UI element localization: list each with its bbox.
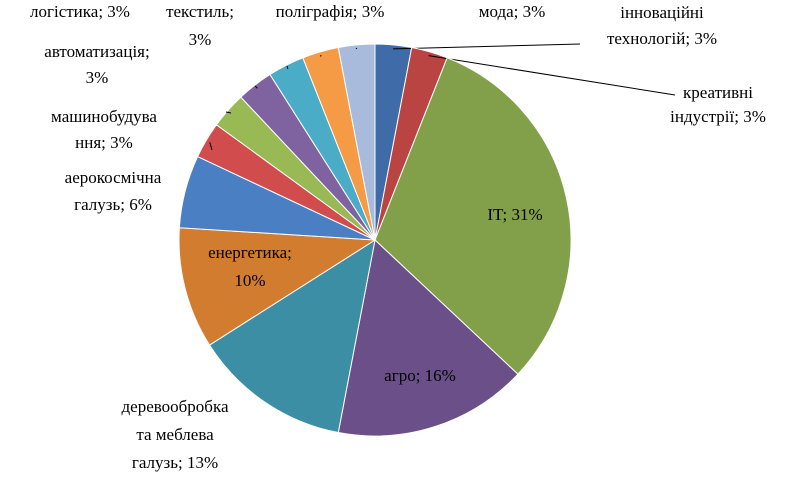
data-label: поліграфія; 3% [276,2,385,21]
label-line: аерокосмічна [65,168,162,187]
label-line: індустрії; 3% [670,107,766,126]
label-line: 10% [234,271,265,290]
data-label: IT; 31% [487,205,542,224]
pie-slice [374,57,572,375]
label-line: деревообробка [122,397,229,416]
data-label: мода; 3% [479,2,546,21]
pie-slice [178,227,377,346]
leader-line [225,111,232,114]
label-line: логістика; 3% [30,2,130,21]
label-line: галузь; 13% [132,453,218,472]
data-label: машинобудува ння; 3% [51,107,157,152]
leader-line [393,43,581,50]
leader-line [428,55,676,96]
label-line: машинобудува [51,107,157,126]
leader-line [286,65,289,70]
data-label: логістика; 3% [30,2,130,21]
data-label: автоматизація; 3% [44,42,149,87]
leader-line [209,142,213,151]
data-label: аерокосмічна галузь; 6% [65,168,162,214]
label-line: технологій; 3% [607,29,717,48]
label-line: 3% [86,68,109,87]
label-line: креативні [683,83,753,102]
label-line: інноваційні [620,3,704,22]
label-line: поліграфія; 3% [276,2,385,21]
label-line: та меблева [136,425,214,444]
data-label: креативні індустрії; 3% [670,83,766,126]
label-line: мода; 3% [479,2,546,21]
data-label: агро; 16% [384,366,456,385]
label-line: 3% [189,30,212,49]
pie-slice [337,43,376,241]
leader-line [254,85,258,89]
pie-slice [337,239,519,437]
leader-line [355,47,358,50]
data-label: деревообробка та меблева галузь; 13% [122,397,229,472]
pie-slice [208,238,376,434]
label-line: текстиль; [166,2,234,21]
label-line: автоматизація; [44,42,149,61]
label-line: енергетика; [208,243,292,262]
label-line: агро; 16% [384,366,456,385]
label-line: галузь; 6% [74,195,152,214]
label-line: ння; 3% [75,133,133,152]
label-line: IT; 31% [487,205,542,224]
data-label: текстиль; 3% [166,2,234,49]
data-label: інноваційні технологій; 3% [607,3,717,48]
data-label: енергетика; 10% [208,243,292,290]
